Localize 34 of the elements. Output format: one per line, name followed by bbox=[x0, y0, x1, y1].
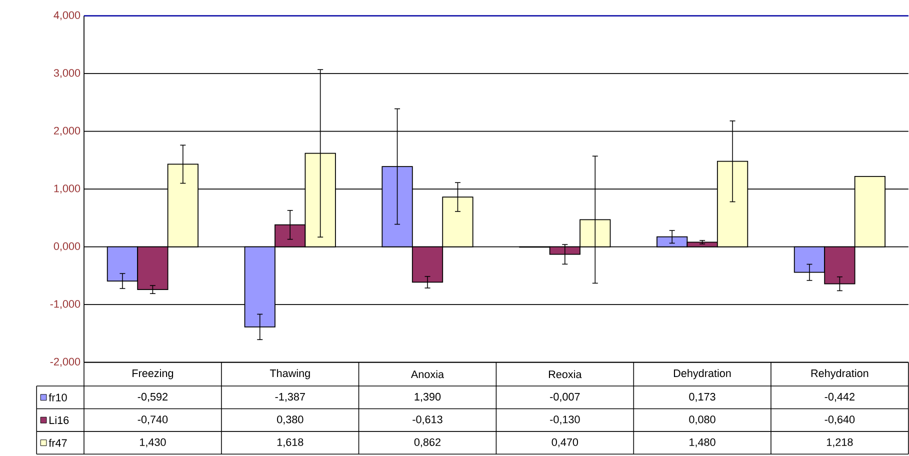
data-label: 0,173 bbox=[689, 392, 716, 402]
data-label: -0,613 bbox=[412, 416, 442, 424]
x-tick-label: Reoxia bbox=[548, 370, 582, 378]
y-tick-label: 1,000 bbox=[54, 184, 80, 194]
data-label: -0,130 bbox=[550, 416, 580, 424]
x-tick-label: Rehydration bbox=[811, 369, 868, 380]
data-label: -0,640 bbox=[824, 416, 855, 424]
data-label: 1,390 bbox=[414, 392, 441, 402]
legend-label: fr10 bbox=[48, 393, 67, 402]
data-label: -1,387 bbox=[275, 392, 305, 402]
x-tick-label: Dehydration bbox=[674, 369, 731, 380]
data-label: 0,080 bbox=[689, 416, 716, 424]
data-label: -0,007 bbox=[550, 392, 580, 402]
y-tick-label: 0,000 bbox=[54, 242, 80, 252]
data-label: 0,470 bbox=[552, 438, 578, 448]
x-tick-label: Thawing bbox=[270, 369, 310, 380]
legend-label: fr47 bbox=[48, 438, 67, 447]
data-label: 1,430 bbox=[140, 438, 166, 448]
x-tick-label: Anoxia bbox=[410, 370, 444, 378]
data-label: 0,862 bbox=[414, 438, 440, 448]
y-tick-label: 3,000 bbox=[54, 69, 80, 78]
data-label: -0,740 bbox=[138, 416, 168, 424]
legend-label: Li16 bbox=[50, 416, 69, 424]
data-label: 1,218 bbox=[826, 438, 853, 448]
y-tick-label: 2,000 bbox=[54, 126, 80, 136]
data-label: -0,442 bbox=[824, 392, 854, 402]
x-tick-label: Freezing bbox=[132, 369, 174, 380]
y-tick-label: -2,000 bbox=[50, 358, 80, 367]
data-label: 1,480 bbox=[690, 438, 716, 448]
y-tick-label: -1,000 bbox=[50, 300, 80, 309]
data-label: 1,618 bbox=[277, 438, 304, 448]
y-tick-label: 4,000 bbox=[54, 11, 80, 20]
data-label: 0,380 bbox=[277, 416, 304, 424]
data-label: -0,592 bbox=[138, 392, 168, 402]
